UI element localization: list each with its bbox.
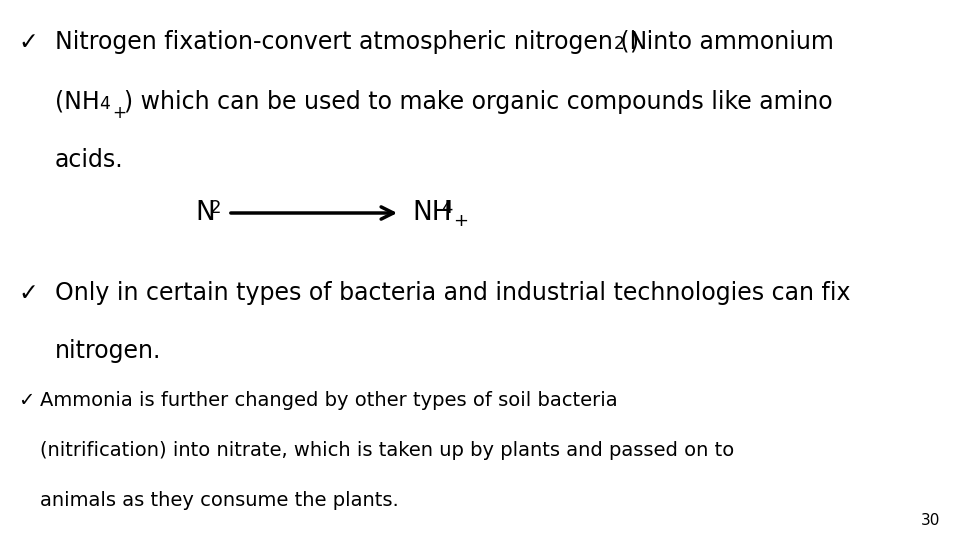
Text: ✓: ✓ <box>18 30 37 54</box>
Text: (nitrification) into nitrate, which is taken up by plants and passed on to: (nitrification) into nitrate, which is t… <box>40 441 734 460</box>
Text: (NH: (NH <box>55 90 100 114</box>
Text: animals as they consume the plants.: animals as they consume the plants. <box>40 491 398 510</box>
Text: 2: 2 <box>614 35 625 53</box>
Text: ) which can be used to make organic compounds like amino: ) which can be used to make organic comp… <box>124 90 832 114</box>
Text: +: + <box>453 212 468 230</box>
Text: ✓: ✓ <box>18 391 35 410</box>
Text: ✓: ✓ <box>18 281 37 305</box>
Text: ) into ammonium: ) into ammonium <box>630 30 834 54</box>
Text: 4: 4 <box>441 199 452 217</box>
Text: N: N <box>195 200 215 226</box>
Text: NH: NH <box>412 200 451 226</box>
Text: 30: 30 <box>921 513 940 528</box>
Text: Only in certain types of bacteria and industrial technologies can fix: Only in certain types of bacteria and in… <box>55 281 851 305</box>
Text: Ammonia is further changed by other types of soil bacteria: Ammonia is further changed by other type… <box>40 391 617 410</box>
Text: 4: 4 <box>99 95 109 113</box>
Text: +: + <box>112 104 126 122</box>
Text: 2: 2 <box>210 199 222 217</box>
Text: Nitrogen fixation-convert atmospheric nitrogen (N: Nitrogen fixation-convert atmospheric ni… <box>55 30 647 54</box>
Text: nitrogen.: nitrogen. <box>55 339 161 363</box>
Text: acids.: acids. <box>55 148 124 172</box>
